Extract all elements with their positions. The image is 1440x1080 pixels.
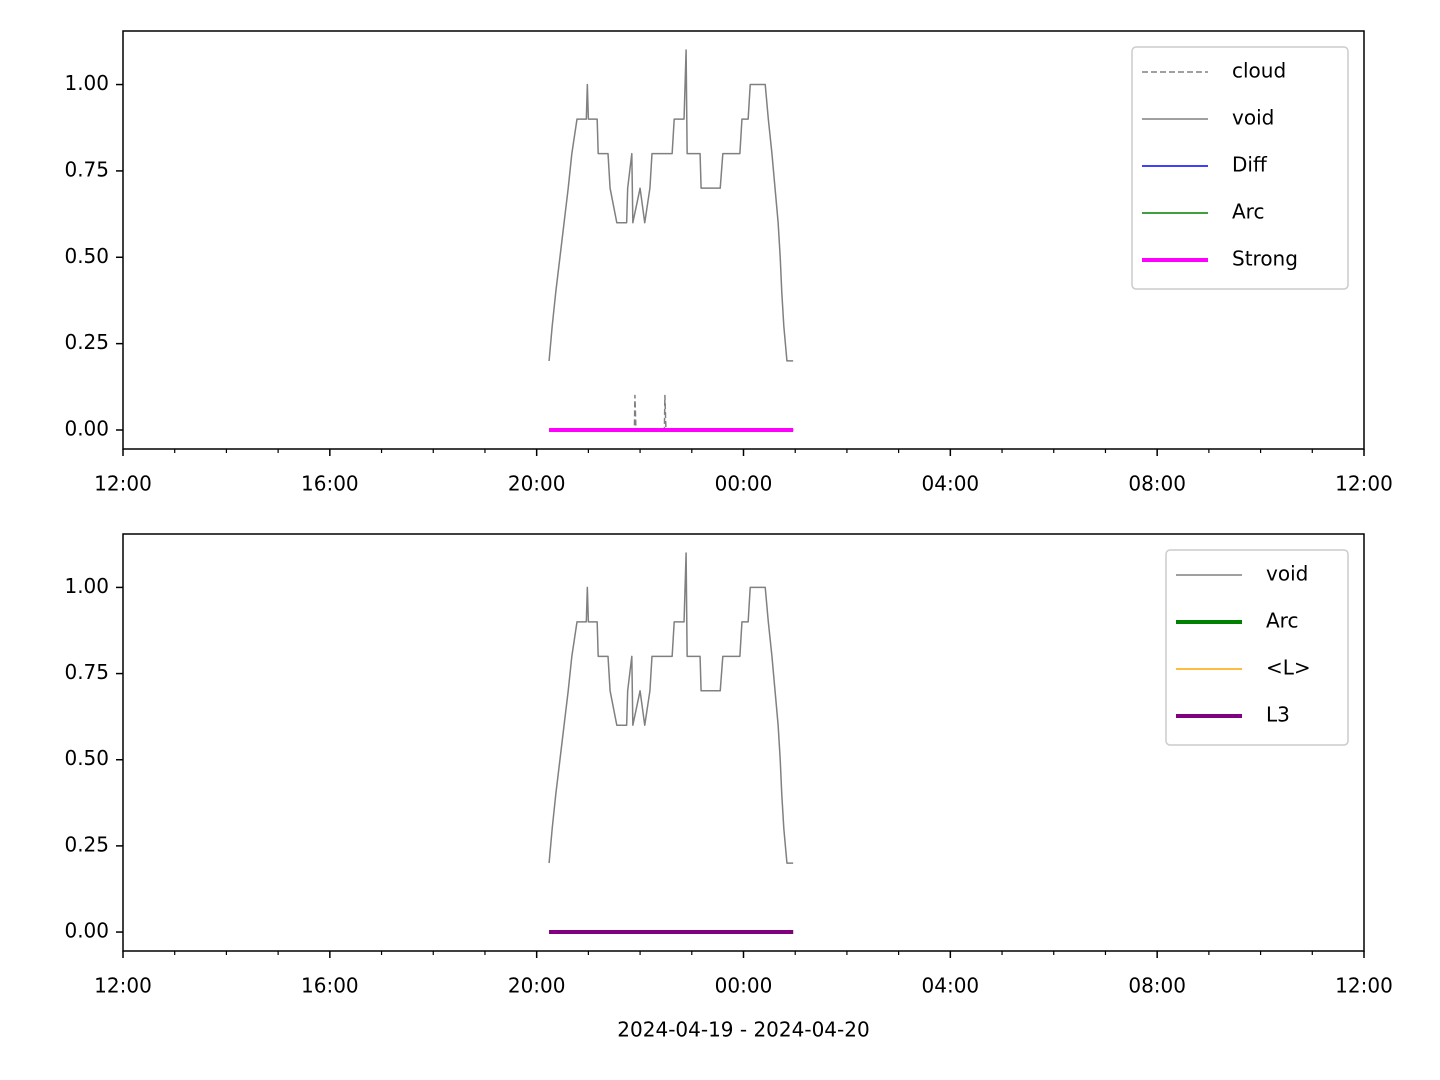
x-tick-label: 16:00 bbox=[301, 472, 359, 496]
series-line bbox=[549, 394, 794, 431]
series-line bbox=[548, 49, 794, 362]
legend-label: L3 bbox=[1266, 703, 1290, 727]
legend-label: cloud bbox=[1232, 59, 1286, 83]
x-tick-label: 12:00 bbox=[1335, 974, 1393, 998]
legend-label: Strong bbox=[1232, 247, 1298, 271]
x-axis-label: 2024-04-19 - 2024-04-20 bbox=[617, 1018, 869, 1042]
y-tick-label: 1.00 bbox=[64, 574, 109, 598]
x-tick-label: 20:00 bbox=[508, 472, 566, 496]
x-tick-label: 12:00 bbox=[94, 472, 152, 496]
x-tick-label: 08:00 bbox=[1128, 974, 1186, 998]
y-tick-label: 0.25 bbox=[64, 330, 109, 354]
y-tick-label: 0.50 bbox=[64, 746, 109, 770]
legend-label: Arc bbox=[1266, 609, 1298, 633]
plot-area bbox=[548, 49, 794, 432]
x-tick-label: 12:00 bbox=[1335, 472, 1393, 496]
x-tick-label: 04:00 bbox=[922, 974, 980, 998]
y-tick-label: 0.75 bbox=[64, 157, 109, 181]
x-tick-label: 08:00 bbox=[1128, 472, 1186, 496]
y-tick-label: 0.25 bbox=[64, 832, 109, 856]
x-tick-label: 12:00 bbox=[94, 974, 152, 998]
y-tick-label: 1.00 bbox=[64, 71, 109, 95]
y-tick-label: 0.00 bbox=[64, 417, 109, 441]
y-tick-label: 0.50 bbox=[64, 244, 109, 268]
legend-box bbox=[1165, 549, 1349, 746]
y-tick-label: 0.75 bbox=[64, 660, 109, 684]
legend-label: void bbox=[1232, 106, 1274, 130]
plot-area bbox=[548, 552, 794, 935]
x-tick-label: 00:00 bbox=[715, 472, 773, 496]
x-tick-label: 04:00 bbox=[922, 472, 980, 496]
x-tick-label: 16:00 bbox=[301, 974, 359, 998]
x-tick-label: 20:00 bbox=[508, 974, 566, 998]
legend-label: Arc bbox=[1232, 200, 1264, 224]
x-tick-label: 00:00 bbox=[715, 974, 773, 998]
legend-label: <L> bbox=[1266, 656, 1311, 680]
legend-label: Diff bbox=[1232, 153, 1268, 177]
legend-label: void bbox=[1266, 562, 1308, 586]
y-tick-label: 0.00 bbox=[64, 919, 109, 943]
legend-box bbox=[1131, 46, 1349, 290]
series-line bbox=[548, 552, 794, 864]
